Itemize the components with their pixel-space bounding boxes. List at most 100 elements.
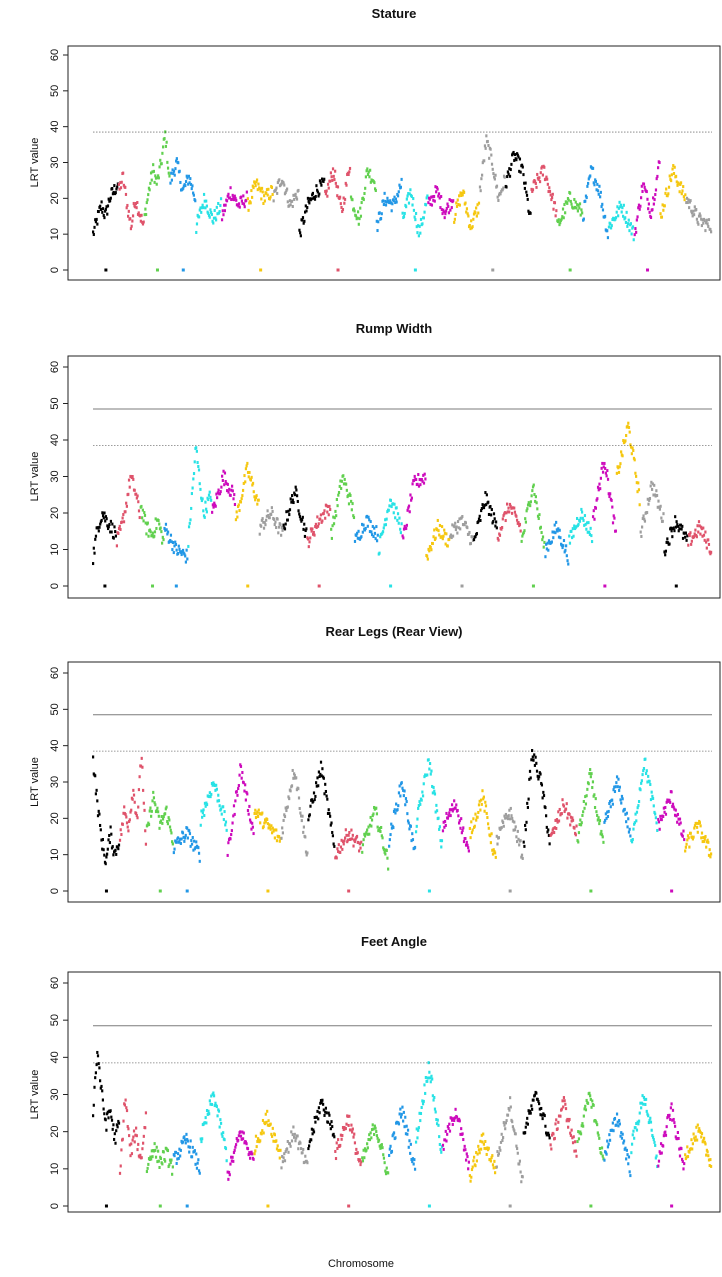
- data-point: [157, 176, 160, 180]
- data-point: [339, 845, 343, 849]
- data-point: [686, 834, 690, 838]
- data-point: [682, 195, 685, 199]
- data-point: [198, 482, 201, 486]
- data-point: [672, 526, 675, 530]
- y-tick-label: 10: [49, 228, 61, 240]
- data-point: [111, 1127, 114, 1131]
- data-point: [182, 186, 185, 190]
- data-point: [456, 531, 459, 535]
- data-point: [292, 193, 295, 197]
- data-point: [421, 790, 424, 794]
- data-point: [563, 1099, 566, 1103]
- data-point: [459, 1132, 462, 1136]
- data-point: [231, 193, 234, 197]
- data-point: [441, 1143, 445, 1147]
- data-point: [552, 207, 555, 211]
- data-point: [606, 469, 609, 473]
- data-point: [210, 781, 214, 785]
- data-point: [235, 1137, 238, 1141]
- chromosome-26: [687, 520, 713, 556]
- data-point: [322, 1102, 325, 1106]
- data-point: [178, 840, 181, 844]
- data-point: [526, 507, 529, 511]
- data-point: [193, 1149, 196, 1153]
- data-point: [676, 524, 680, 528]
- data-point: [399, 1115, 403, 1119]
- data-point: [139, 1153, 142, 1157]
- data-point: [622, 1139, 626, 1143]
- data-point: [148, 1157, 151, 1161]
- data-point: [673, 1121, 676, 1125]
- data-point: [491, 167, 494, 171]
- data-point: [511, 1120, 514, 1124]
- data-point: [434, 536, 437, 540]
- data-point: [402, 1110, 405, 1114]
- data-point: [461, 1132, 464, 1136]
- panel-title: Rear Legs (Rear View): [325, 624, 462, 639]
- data-point: [419, 1112, 423, 1116]
- data-point: [189, 177, 192, 181]
- data-point: [347, 172, 350, 176]
- data-point: [453, 799, 456, 803]
- data-point: [673, 1124, 677, 1128]
- data-point: [510, 511, 514, 515]
- data-point: [302, 830, 305, 834]
- chromosome-marker: [104, 889, 108, 893]
- data-point: [300, 814, 303, 818]
- data-point: [293, 197, 296, 201]
- data-point: [178, 1147, 181, 1151]
- data-point: [452, 807, 455, 811]
- data-point: [695, 1125, 698, 1129]
- data-point: [499, 1148, 502, 1152]
- data-point: [588, 1091, 591, 1095]
- data-point: [298, 515, 302, 519]
- data-point: [688, 1150, 691, 1154]
- data-point: [380, 1143, 383, 1147]
- data-point: [316, 190, 319, 194]
- data-point: [685, 1155, 688, 1159]
- y-tick-label: 60: [49, 667, 61, 679]
- data-point: [225, 828, 228, 832]
- data-point: [506, 510, 509, 514]
- data-point: [182, 835, 185, 839]
- data-point: [655, 177, 658, 181]
- data-point: [128, 485, 131, 489]
- data-point: [287, 1150, 290, 1154]
- data-point: [226, 1170, 229, 1174]
- data-point: [298, 512, 301, 516]
- chromosome-marker: [460, 584, 464, 588]
- data-point: [381, 1146, 384, 1150]
- data-point: [627, 817, 630, 821]
- data-point: [634, 227, 637, 231]
- data-point: [94, 792, 98, 796]
- data-point: [165, 140, 168, 144]
- data-point: [427, 1061, 430, 1065]
- data-point: [398, 784, 401, 788]
- data-point: [561, 798, 564, 802]
- y-tick-label: 20: [49, 1126, 61, 1138]
- data-point: [600, 1146, 604, 1150]
- data-point: [689, 199, 692, 203]
- data-point: [185, 548, 188, 552]
- data-point: [520, 539, 523, 543]
- data-point: [218, 1125, 221, 1129]
- data-point: [696, 1123, 699, 1127]
- data-point: [163, 137, 166, 141]
- data-point: [592, 181, 595, 185]
- data-point: [268, 197, 271, 201]
- data-point: [582, 518, 585, 522]
- data-point: [513, 1129, 516, 1133]
- data-point: [566, 1117, 569, 1121]
- data-point: [428, 762, 432, 766]
- data-point: [641, 189, 644, 193]
- data-point: [94, 537, 97, 541]
- data-point: [450, 206, 453, 210]
- data-point: [679, 181, 683, 185]
- data-point: [263, 818, 267, 822]
- data-point: [533, 763, 537, 767]
- data-point: [366, 514, 369, 518]
- data-point: [550, 831, 554, 835]
- data-point: [617, 777, 620, 781]
- data-point: [383, 191, 386, 195]
- data-point: [349, 1128, 352, 1132]
